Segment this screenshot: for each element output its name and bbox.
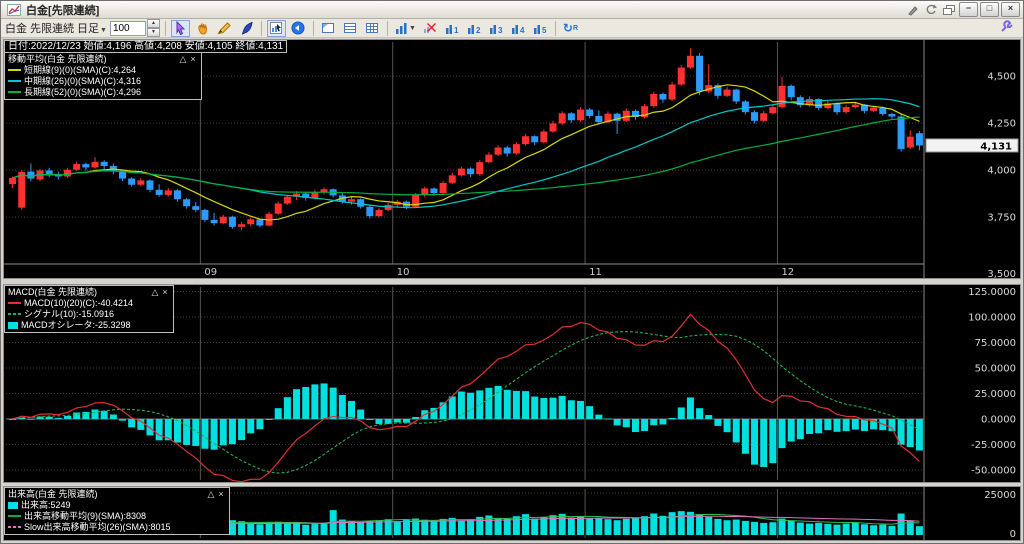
window-title: 白金[先限連続] <box>26 4 100 17</box>
chevron-down-icon: ▼ <box>100 27 107 34</box>
volume-swatch <box>8 501 18 509</box>
sma26-swatch <box>8 80 21 82</box>
legend-row: 中期線(26)(0)(SMA)(C):4,316 <box>8 76 198 86</box>
svg-text:5: 5 <box>542 26 547 35</box>
svg-text:4,250: 4,250 <box>987 119 1016 130</box>
legend-row: MACDオシレータ:-25.3298 <box>8 320 170 330</box>
svg-text:50.0000: 50.0000 <box>975 364 1016 375</box>
legend-close-icon[interactable]: × <box>190 54 196 64</box>
volume-ma26-swatch <box>8 526 21 528</box>
svg-text:100.0000: 100.0000 <box>968 313 1016 324</box>
scroll-mode-button[interactable] <box>289 20 308 37</box>
close-button[interactable]: × <box>1001 2 1020 17</box>
svg-text:10: 10 <box>397 267 410 278</box>
volume-ma9-swatch <box>8 515 21 517</box>
indicator-set-5-button[interactable]: 5 <box>531 20 550 37</box>
legend-collapse-icon[interactable]: △ <box>207 489 215 499</box>
volume-legend-title: 出来高(白金 先限連続) <box>8 489 98 499</box>
price-panel: 09 10 11 12 4,500 4,250 4,000 3,750 3,500 4,131 日… <box>3 39 1021 279</box>
legend-close-icon[interactable]: × <box>218 489 224 499</box>
settings-wrench-icon[interactable] <box>1000 20 1013 36</box>
refresh-icon[interactable] <box>923 3 939 16</box>
legend-row: 出来高:5249 <box>8 500 226 510</box>
svg-text:4,131: 4,131 <box>980 141 1012 152</box>
volume-panel: 25000 0 出来高(白金 先限連続) △ × 出来高:5249 出来高移動平均… <box>3 486 1021 541</box>
macd-panel: 125.0000 100.0000 75.0000 50.0000 25.0000 0.0… <box>3 284 1021 483</box>
chevron-down-icon: ▼ <box>408 24 416 32</box>
legend-row: シグナル(10):-15.0916 <box>8 309 170 319</box>
legend-row: 出来高移動平均(9)(SMA):8308 <box>8 511 226 521</box>
cursor-tool-button[interactable] <box>170 19 190 37</box>
pencil-tool-button[interactable] <box>215 20 234 37</box>
svg-text:0.0000: 0.0000 <box>981 415 1016 426</box>
svg-text:3,750: 3,750 <box>987 213 1016 224</box>
svg-text:4: 4 <box>520 26 525 35</box>
svg-text:4,500: 4,500 <box>987 72 1016 83</box>
signal-line-swatch <box>8 313 21 315</box>
legend-row: MACD(10)(20)(C):-40.4214 <box>8 298 170 308</box>
legend-row: Slow出来高移動平均(26)(SMA):8015 <box>8 522 226 532</box>
svg-text:1: 1 <box>454 26 459 35</box>
minimize-button[interactable]: − <box>959 2 978 17</box>
svg-text:25.0000: 25.0000 <box>975 389 1016 400</box>
timeframe-select[interactable]: 日足▼ <box>77 23 107 35</box>
svg-text:-50.0000: -50.0000 <box>971 466 1016 477</box>
spin-up-icon[interactable]: ▲ <box>146 19 160 28</box>
legend-collapse-icon[interactable]: △ <box>179 54 187 64</box>
svg-text:2: 2 <box>476 26 481 35</box>
chart-type-button[interactable]: ▼ <box>393 20 418 37</box>
legend-close-icon[interactable]: × <box>162 287 168 297</box>
macd-legend-title: MACD(白金 先限連続) <box>8 287 97 297</box>
chart-pointer-tool-button[interactable] <box>266 19 286 37</box>
indicator-set-1-button[interactable]: 1 <box>443 20 462 37</box>
symbol-label[interactable]: 白金 <box>5 23 27 35</box>
macd-legend: MACD(白金 先限連続) △ × MACD(10)(20)(C):-40.42… <box>4 285 174 333</box>
svg-text:25000: 25000 <box>984 490 1016 501</box>
maximize-button[interactable]: □ <box>980 2 999 17</box>
svg-text:3,500: 3,500 <box>987 269 1016 278</box>
ma-legend-title: 移動平均(白金 先限連続) <box>8 54 107 64</box>
remove-indicator-button[interactable] <box>421 20 440 37</box>
indicator-set-2-button[interactable]: 2 <box>465 20 484 37</box>
new-panel-button[interactable] <box>319 20 338 37</box>
oscillator-swatch <box>8 321 18 329</box>
svg-text:125.0000: 125.0000 <box>968 287 1016 298</box>
svg-text:0: 0 <box>1010 529 1016 540</box>
cascade-windows-icon[interactable] <box>941 3 957 16</box>
grid-rows-button[interactable] <box>341 20 360 37</box>
draw-pen-icon[interactable] <box>905 3 921 16</box>
legend-collapse-icon[interactable]: △ <box>151 287 159 297</box>
indicator-set-4-button[interactable]: 4 <box>509 20 528 37</box>
svg-text:75.0000: 75.0000 <box>975 338 1016 349</box>
svg-text:12: 12 <box>781 267 794 278</box>
contract-label[interactable]: 先限連続 <box>30 23 74 35</box>
bar-count-spinner[interactable]: ▲▼ <box>109 19 160 37</box>
grid-cells-button[interactable] <box>363 20 382 37</box>
reload-button[interactable]: ↻ R <box>562 21 578 35</box>
svg-text:09: 09 <box>204 267 217 278</box>
svg-text:3: 3 <box>498 26 503 35</box>
svg-text:-25.0000: -25.0000 <box>971 440 1016 451</box>
hand-tool-button[interactable] <box>193 20 212 37</box>
sma9-swatch <box>8 69 21 71</box>
title-bar[interactable]: 白金[先限連続] − □ × <box>1 1 1023 19</box>
toolbar: 白金 先限連続 日足▼ ▲▼ <box>1 19 1023 38</box>
sma52-swatch <box>8 91 21 93</box>
spin-down-icon[interactable]: ▼ <box>146 28 160 37</box>
macd-line-swatch <box>8 302 21 304</box>
bar-count-input[interactable] <box>109 20 146 36</box>
svg-text:11: 11 <box>589 267 602 278</box>
volume-legend: 出来高(白金 先限連続) △ × 出来高:5249 出来高移動平均(9)(SMA… <box>4 487 230 535</box>
app-chart-icon <box>6 3 22 16</box>
legend-row: 短期線(9)(0)(SMA)(C):4,264 <box>8 65 198 75</box>
indicator-set-3-button[interactable]: 3 <box>487 20 506 37</box>
legend-row: 長期線(52)(0)(SMA)(C):4,296 <box>8 87 198 97</box>
ma-legend: 移動平均(白金 先限連続) △ × 短期線(9)(0)(SMA)(C):4,26… <box>4 52 202 100</box>
quill-tool-button[interactable] <box>237 20 256 37</box>
svg-text:4,000: 4,000 <box>987 166 1016 177</box>
